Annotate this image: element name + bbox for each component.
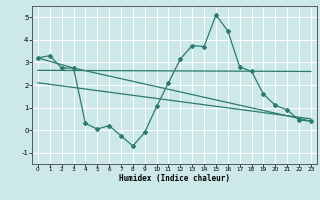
X-axis label: Humidex (Indice chaleur): Humidex (Indice chaleur) bbox=[119, 174, 230, 183]
